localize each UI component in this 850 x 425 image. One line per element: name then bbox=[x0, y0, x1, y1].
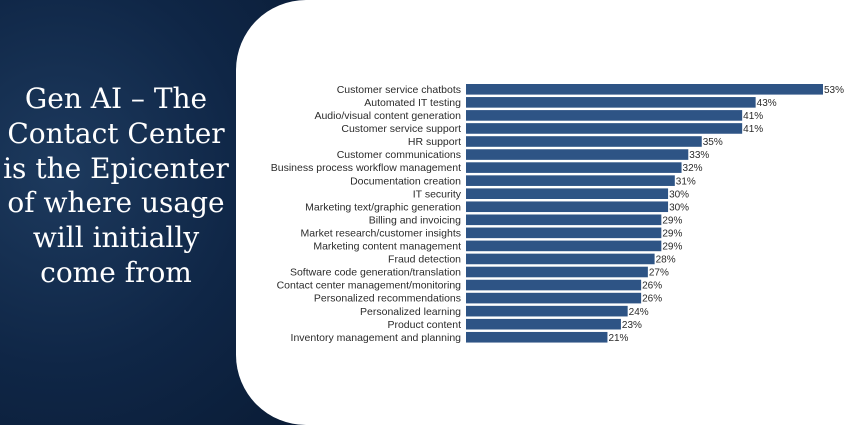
value-label: 26% bbox=[642, 294, 662, 305]
value-label: 41% bbox=[743, 124, 763, 135]
value-label: 30% bbox=[669, 189, 689, 200]
bar bbox=[466, 266, 648, 278]
bar bbox=[466, 305, 628, 317]
bar bbox=[466, 162, 682, 173]
category-label: Product content bbox=[387, 319, 461, 331]
slide-title: Gen AI – The Contact Center is the Epice… bbox=[3, 82, 229, 289]
value-label: 28% bbox=[656, 255, 676, 266]
bar bbox=[466, 123, 743, 134]
bar bbox=[466, 253, 655, 265]
value-label: 29% bbox=[662, 215, 682, 226]
value-label: 26% bbox=[642, 281, 662, 292]
bar bbox=[466, 201, 669, 213]
category-label: Customer service support bbox=[341, 123, 461, 135]
category-label: Customer service chatbots bbox=[337, 84, 461, 96]
bar bbox=[466, 149, 689, 160]
bar bbox=[466, 214, 662, 226]
value-label: 43% bbox=[757, 98, 777, 109]
chart-card bbox=[236, 0, 850, 425]
category-label: Customer communications bbox=[337, 149, 461, 161]
category-label: Billing and invoicing bbox=[369, 214, 461, 226]
bar bbox=[466, 318, 621, 330]
bar bbox=[466, 279, 642, 291]
bar bbox=[466, 227, 662, 239]
category-label: Business process workflow management bbox=[271, 162, 461, 174]
category-label: Personalized learning bbox=[360, 306, 461, 318]
value-label: 35% bbox=[703, 137, 723, 148]
bar bbox=[466, 97, 756, 108]
category-label: Automated IT testing bbox=[364, 97, 461, 109]
bar bbox=[466, 110, 743, 121]
category-label: HR support bbox=[408, 136, 461, 148]
value-label: 30% bbox=[669, 202, 689, 213]
bar bbox=[466, 331, 608, 343]
value-label: 24% bbox=[629, 307, 649, 318]
value-label: 21% bbox=[608, 333, 628, 344]
category-label: Contact center management/monitoring bbox=[277, 280, 462, 292]
value-label: 29% bbox=[662, 228, 682, 239]
category-label: Marketing text/graphic generation bbox=[305, 201, 461, 213]
category-label: Personalized recommendations bbox=[314, 293, 461, 305]
category-label: IT security bbox=[413, 188, 462, 200]
bar bbox=[466, 136, 702, 147]
value-label: 32% bbox=[683, 163, 703, 174]
value-label: 53% bbox=[824, 85, 844, 96]
bar bbox=[466, 292, 642, 304]
category-label: Marketing content management bbox=[313, 241, 461, 253]
category-label: Documentation creation bbox=[350, 175, 461, 187]
bar bbox=[466, 84, 823, 95]
category-label: Software code generation/translation bbox=[290, 267, 461, 279]
bar bbox=[466, 175, 675, 186]
bar bbox=[466, 188, 669, 199]
category-label: Audio/visual content generation bbox=[314, 110, 461, 122]
category-label: Fraud detection bbox=[388, 254, 461, 266]
value-label: 33% bbox=[689, 150, 709, 161]
value-label: 41% bbox=[743, 111, 763, 122]
value-label: 31% bbox=[676, 176, 696, 187]
category-label: Market research/customer insights bbox=[301, 227, 461, 239]
category-label: Inventory management and planning bbox=[291, 332, 462, 344]
value-label: 23% bbox=[622, 320, 642, 331]
value-label: 27% bbox=[649, 268, 669, 279]
value-label: 29% bbox=[662, 242, 682, 253]
bar bbox=[466, 240, 662, 252]
